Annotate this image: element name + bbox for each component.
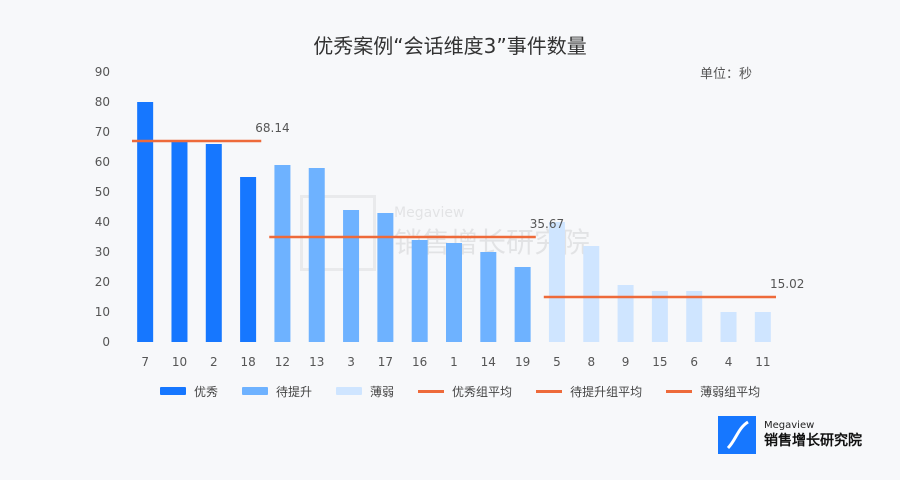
legend-swatch-bar <box>336 387 363 395</box>
x-tick-label: 11 <box>755 355 770 369</box>
bar-17 <box>377 213 394 342</box>
legend-item: 优秀组平均 <box>418 383 512 400</box>
bar-8 <box>583 246 600 342</box>
bar-4 <box>720 312 737 342</box>
y-tick-label: 0 <box>102 335 110 349</box>
legend-swatch-line <box>536 389 563 393</box>
x-tick-label: 18 <box>240 355 255 369</box>
bar-7 <box>137 102 154 342</box>
legend-label: 薄弱组平均 <box>700 384 761 399</box>
average-label-weak: 15.02 <box>770 277 804 291</box>
bar-14 <box>480 252 497 342</box>
x-tick-label: 2 <box>210 355 218 369</box>
legend-swatch-line <box>418 389 445 393</box>
brand-en: Megaview <box>764 420 815 431</box>
x-tick-label: 14 <box>481 355 496 369</box>
legend: 优秀 待提升 薄弱 优秀组平均 待提升组平均 薄弱组平均 <box>160 382 784 400</box>
legend-swatch-line <box>666 389 693 393</box>
legend-swatch-bar <box>242 387 269 395</box>
x-tick-label: 5 <box>553 355 561 369</box>
bar-10 <box>171 141 188 342</box>
bar-15 <box>651 291 668 342</box>
legend-label: 待提升组平均 <box>570 384 643 399</box>
y-tick-label: 70 <box>95 125 110 139</box>
bar-16 <box>411 240 428 342</box>
x-tick-label: 7 <box>141 355 149 369</box>
bar-9 <box>617 285 634 342</box>
x-tick-label: 19 <box>515 355 530 369</box>
y-tick-label: 30 <box>95 245 110 259</box>
y-tick-label: 50 <box>95 185 110 199</box>
x-tick-label: 9 <box>622 355 630 369</box>
legend-item: 待提升组平均 <box>536 383 642 400</box>
chart-title: 优秀案例“会话维度3”事件数量 <box>313 34 587 58</box>
average-label-excellent: 68.14 <box>255 121 289 135</box>
bar-11 <box>754 312 771 342</box>
bar-18 <box>240 177 257 342</box>
bar-5 <box>548 222 565 342</box>
y-tick-label: 10 <box>95 305 110 319</box>
y-tick-label: 60 <box>95 155 110 169</box>
legend-item: 薄弱组平均 <box>666 383 760 400</box>
x-tick-label: 12 <box>275 355 290 369</box>
bar-2 <box>205 144 222 342</box>
legend-label: 优秀组平均 <box>452 384 513 399</box>
legend-item: 薄弱 <box>336 383 394 400</box>
legend-swatch-bar <box>160 387 186 395</box>
x-tick-label: 1 <box>450 355 458 369</box>
y-tick-label: 40 <box>95 215 110 229</box>
x-tick-label: 15 <box>652 355 667 369</box>
legend-label: 薄弱 <box>370 384 395 399</box>
bar-6 <box>686 291 703 342</box>
brand-logo: Megaview 销售增长研究院 <box>718 416 862 454</box>
bar-13 <box>308 168 325 342</box>
y-tick-label: 80 <box>95 95 110 109</box>
bar-19 <box>514 267 531 342</box>
x-tick-label: 8 <box>587 355 595 369</box>
x-tick-label: 3 <box>347 355 355 369</box>
x-tick-label: 6 <box>690 355 698 369</box>
x-tick-label: 10 <box>172 355 187 369</box>
x-tick-label: 13 <box>309 355 324 369</box>
brand-cn: 销售增长研究院 <box>764 433 862 449</box>
y-tick-label: 90 <box>95 65 110 79</box>
legend-item: 待提升 <box>242 383 312 400</box>
y-tick-label: 20 <box>95 275 110 289</box>
bar-3 <box>343 210 360 342</box>
brand-logo-icon <box>718 416 756 454</box>
x-tick-label: 16 <box>412 355 427 369</box>
legend-item: 优秀 <box>160 383 218 400</box>
x-tick-label: 4 <box>725 355 733 369</box>
unit-label: 单位：秒 <box>700 67 753 82</box>
bar-12 <box>274 165 291 342</box>
legend-label: 待提升 <box>276 384 313 399</box>
x-tick-label: 17 <box>378 355 393 369</box>
bar-1 <box>446 243 462 342</box>
average-label-pending: 35.67 <box>530 217 564 231</box>
legend-label: 优秀 <box>194 384 219 399</box>
